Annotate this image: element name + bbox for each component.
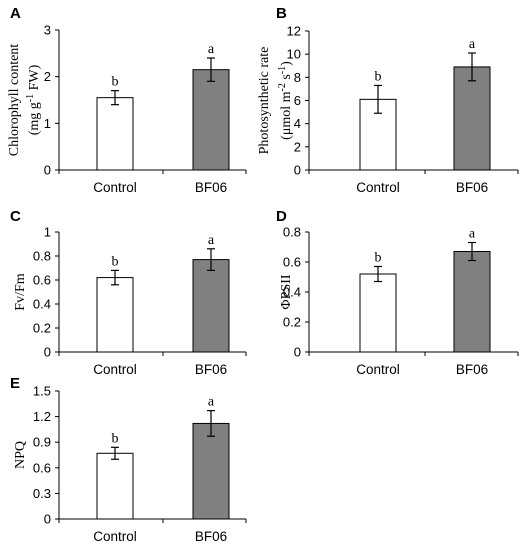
y-tick-label: 6 (294, 93, 301, 108)
significance-letter: a (208, 395, 215, 410)
significance-letter: b (112, 75, 119, 90)
y-tick-label: 0.2 (283, 315, 301, 330)
y-tick-label: 2 (294, 139, 301, 154)
category-label: BF06 (195, 180, 227, 195)
panel-letter: D (276, 208, 287, 225)
y-axis-label: NPQ (13, 441, 28, 469)
y-tick-label: 2 (44, 69, 51, 84)
category-label: BF06 (195, 362, 227, 377)
y-axis-label-units: (μmol m-2 s-1) (277, 61, 295, 140)
unit-text: ) (279, 61, 294, 66)
significance-letter: b (375, 69, 382, 84)
chart-panel-d: D 0 0.2 0.4 0.6 0.8 b Control a BF06 ΦPSII (276, 208, 519, 377)
y-tick-label: 0 (44, 163, 51, 178)
bar-bf06 (453, 66, 491, 171)
panel-letter: C (10, 208, 21, 225)
bar-bf06 (192, 422, 230, 520)
significance-letter: a (208, 233, 215, 248)
y-axis-label: Chlorophyll content (7, 44, 22, 156)
y-tick-label: 10 (287, 47, 301, 62)
unit-text: FW) (27, 64, 42, 94)
superscript: -1 (25, 94, 36, 102)
y-axis-label: Fv/Fm (13, 273, 28, 310)
y-tick-label: 1.5 (33, 384, 51, 399)
significance-letter: b (112, 431, 119, 446)
panel-letter: B (276, 5, 287, 22)
chart-panel-e: E 0 0.3 0.6 0.9 1.2 1.5 b Control a BF06 NPQ (10, 375, 247, 544)
y-tick-label: 0.6 (33, 273, 51, 288)
bar-control (96, 452, 134, 520)
category-label: BF06 (456, 180, 488, 195)
y-axis-label-units: (mg g-1 FW) (25, 64, 43, 135)
y-tick-label: 0 (44, 512, 51, 527)
y-tick-label: 12 (287, 24, 301, 39)
y-tick-label: 0.2 (33, 321, 51, 336)
category-label: Control (93, 180, 137, 195)
y-tick-label: 0.8 (33, 249, 51, 264)
category-label: Control (93, 529, 137, 544)
bar-control (96, 277, 134, 353)
chart-panel-b: B 0 2 4 6 8 10 12 b Control a BF06 Photosynthetic ra… (257, 5, 519, 195)
panel-letter: E (10, 375, 20, 392)
y-tick-label: 0.4 (33, 297, 51, 312)
unit-text: (mg g (27, 102, 42, 135)
category-label: Control (356, 180, 400, 195)
y-tick-label: 8 (294, 70, 301, 85)
bar-bf06 (453, 251, 491, 353)
panel-letter: A (10, 5, 21, 22)
unit-text: (μmol m (279, 91, 294, 139)
y-axis-label: Photosynthetic rate (257, 47, 272, 155)
category-label: BF06 (456, 362, 488, 377)
y-axis-label: ΦPSII (279, 274, 294, 309)
y-tick-label: 0.9 (33, 435, 51, 450)
y-tick-label: 0 (294, 163, 301, 178)
significance-letter: a (208, 42, 215, 57)
y-tick-label: 1 (44, 225, 51, 240)
category-label: Control (356, 362, 400, 377)
superscript: -2 (277, 83, 288, 91)
y-tick-label: 3 (44, 23, 51, 38)
category-label: BF06 (195, 529, 227, 544)
y-tick-label: 0.6 (283, 255, 301, 270)
superscript: -1 (277, 66, 288, 74)
significance-letter: a (469, 227, 476, 242)
y-tick-label: 4 (294, 116, 301, 131)
chart-panel-c: C 0 0.2 0.4 0.6 0.8 1 b Control a BF06 Fv/Fm (10, 208, 247, 377)
bar-bf06 (192, 259, 230, 353)
bar-bf06 (192, 69, 230, 171)
significance-letter: b (112, 254, 119, 269)
y-tick-label: 0 (44, 345, 51, 360)
significance-letter: b (375, 251, 382, 266)
y-tick-label: 1 (44, 116, 51, 131)
bar-control (359, 273, 397, 353)
bar-control (96, 97, 134, 171)
y-tick-label: 0.6 (33, 460, 51, 475)
y-tick-label: 1.2 (33, 409, 51, 424)
category-label: Control (93, 362, 137, 377)
unit-text: s (279, 74, 294, 83)
y-tick-label: 0 (294, 345, 301, 360)
y-tick-label: 0.8 (283, 225, 301, 240)
significance-letter: a (469, 37, 476, 52)
y-tick-label: 0.4 (283, 285, 301, 300)
y-tick-label: 0.3 (33, 486, 51, 501)
